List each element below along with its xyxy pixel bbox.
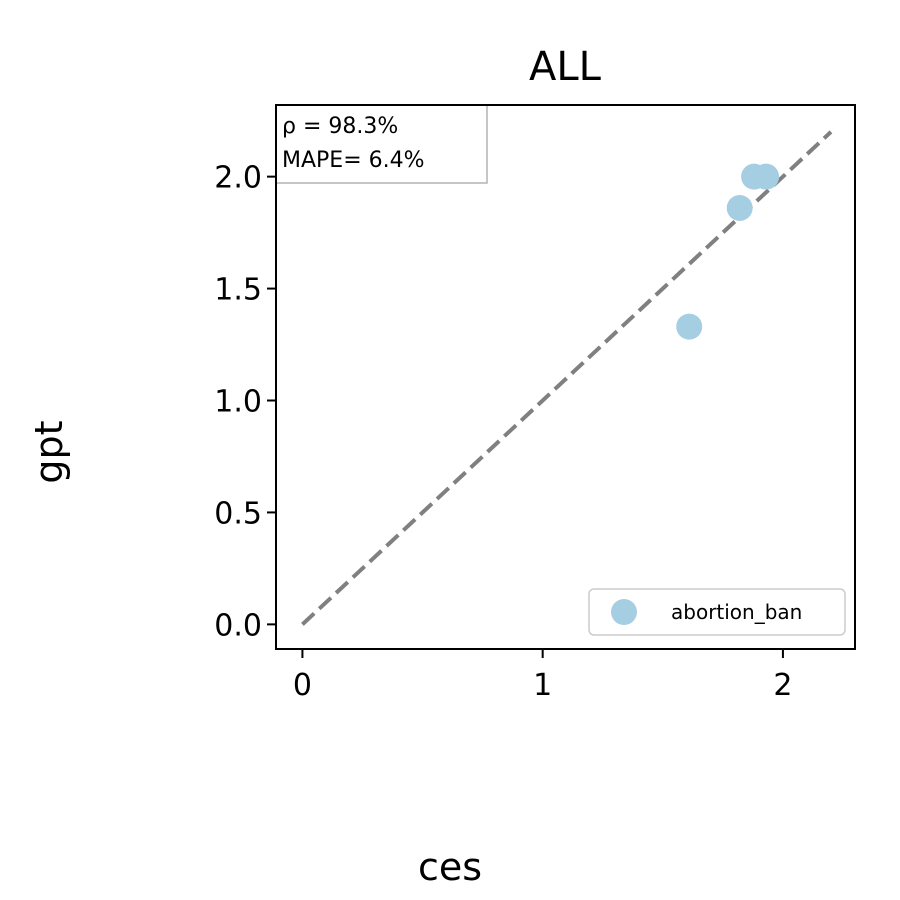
y-tick-label: 0.0	[214, 608, 262, 643]
x-tick-label: 1	[533, 668, 552, 703]
legend-box	[588, 588, 846, 636]
chart-title: ALL	[529, 44, 602, 90]
x-tick-label: 0	[293, 668, 312, 703]
mape-annotation: MAPE= 6.4%	[282, 148, 425, 173]
y-tick-label: 1.0	[214, 385, 262, 420]
axes-frame	[275, 104, 856, 650]
data-point	[726, 194, 753, 221]
legend-marker	[611, 599, 637, 625]
data-point	[676, 313, 703, 340]
rho-annotation: ρ = 98.3%	[282, 114, 398, 139]
x-tick-label: 2	[773, 668, 792, 703]
data-point	[753, 163, 780, 190]
y-tick-label: 0.5	[214, 496, 262, 531]
plot-area: ρ = 98.3% MAPE= 6.4% 0 1 2 0.0 0.5 1.0 1.5 2.0 abo…	[214, 104, 856, 703]
y-tick-label: 1.5	[214, 273, 262, 308]
legend-label: abortion_ban	[671, 600, 802, 624]
y-axis-label: gpt	[27, 420, 71, 483]
x-axis-label: ces	[418, 845, 482, 889]
y-tick-label: 2.0	[214, 161, 262, 196]
